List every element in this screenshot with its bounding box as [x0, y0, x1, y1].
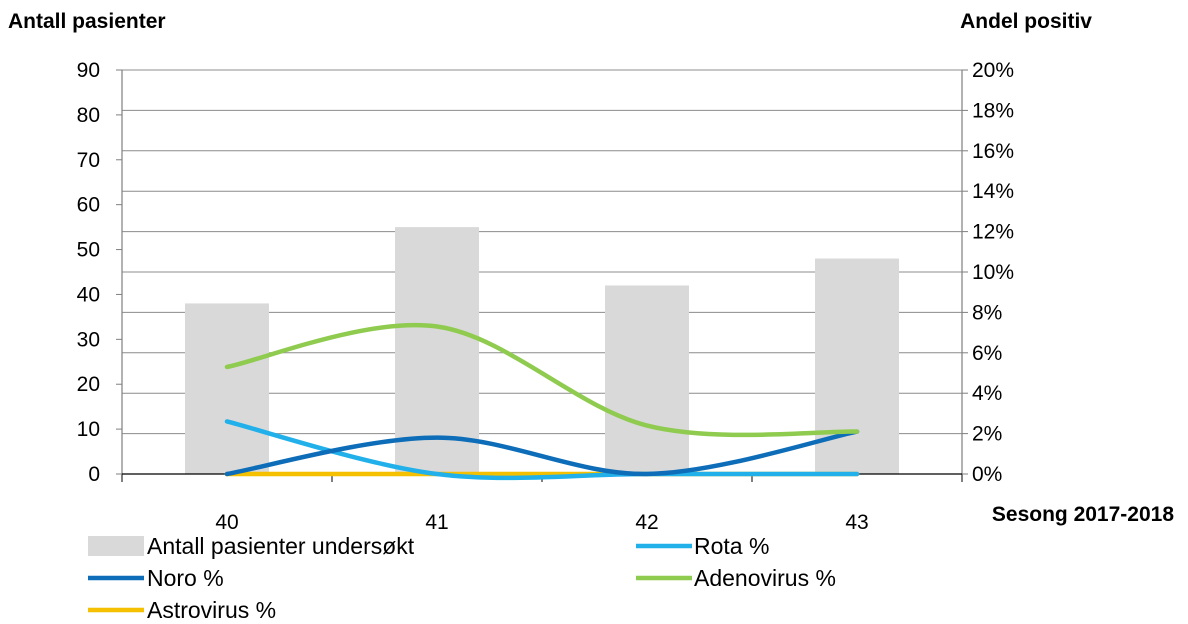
- y-left-tick-label: 90: [77, 59, 100, 82]
- legend-label: Noro %: [147, 565, 224, 591]
- y-right-tick-label: 10%: [972, 261, 1014, 284]
- y-right-tick-label: 2%: [972, 423, 1002, 446]
- y-right-tick-label: 4%: [972, 382, 1002, 405]
- x-tick-label: 42: [635, 511, 658, 534]
- y-right-tick-label: 20%: [972, 59, 1014, 82]
- y-left-tick-label: 10: [77, 418, 100, 441]
- legend-swatch: [88, 536, 144, 556]
- bar-42: [605, 285, 689, 474]
- y-left-tick-label: 20: [77, 373, 100, 396]
- bar-40: [185, 303, 269, 474]
- legend-item: Noro %: [88, 565, 224, 591]
- y-left-tick-label: 30: [77, 328, 100, 351]
- line-adenovirus: [224, 323, 860, 438]
- y-left-tick-label: 60: [77, 194, 100, 217]
- y-left-tick-label: 40: [77, 283, 100, 306]
- y-left-tick-label: 0: [88, 463, 100, 486]
- legend-label: Antall pasienter undersøkt: [147, 533, 415, 559]
- legend-label: Adenovirus %: [694, 565, 836, 591]
- legend-item: Rota %: [636, 533, 769, 559]
- line-rota: [224, 419, 860, 481]
- y-axis-left-title: Antall pasienter: [8, 10, 166, 33]
- line-noro: [224, 429, 860, 477]
- tick-labels: 0 10 20 30 40 50 60 70 80 90 0% 2% 4% 6% 8% 10% 12% 14% 16…: [77, 59, 1014, 534]
- bar-series: [185, 227, 899, 474]
- x-tick-label: 41: [425, 511, 448, 534]
- bar-41: [395, 227, 479, 474]
- y-right-tick-label: 16%: [972, 140, 1014, 163]
- y-right-tick-label: 12%: [972, 221, 1014, 244]
- y-left-tick-label: 70: [77, 149, 100, 172]
- legend-label: Rota %: [694, 533, 769, 559]
- y-axis-right-title: Andel positiv: [960, 10, 1092, 33]
- legend-item: Adenovirus %: [636, 565, 836, 591]
- x-axis-title: Sesong 2017-2018: [992, 503, 1174, 526]
- y-right-tick-label: 18%: [972, 99, 1014, 122]
- legend: Antall pasienter undersøkt Rota % Noro % Ad…: [88, 533, 836, 623]
- bar-43: [815, 258, 899, 474]
- y-left-tick-label: 50: [77, 239, 100, 262]
- legend-label: Astrovirus %: [147, 597, 276, 623]
- y-left-tick-label: 80: [77, 104, 100, 127]
- y-right-tick-label: 0%: [972, 463, 1002, 486]
- line-series: [224, 323, 860, 481]
- y-right-tick-label: 8%: [972, 301, 1002, 324]
- x-tick-label: 40: [215, 511, 238, 534]
- legend-item: Astrovirus %: [88, 597, 276, 623]
- y-right-tick-label: 14%: [972, 180, 1014, 203]
- legend-item: Antall pasienter undersøkt: [88, 533, 415, 559]
- x-tick-label: 43: [845, 511, 868, 534]
- y-right-tick-label: 6%: [972, 342, 1002, 365]
